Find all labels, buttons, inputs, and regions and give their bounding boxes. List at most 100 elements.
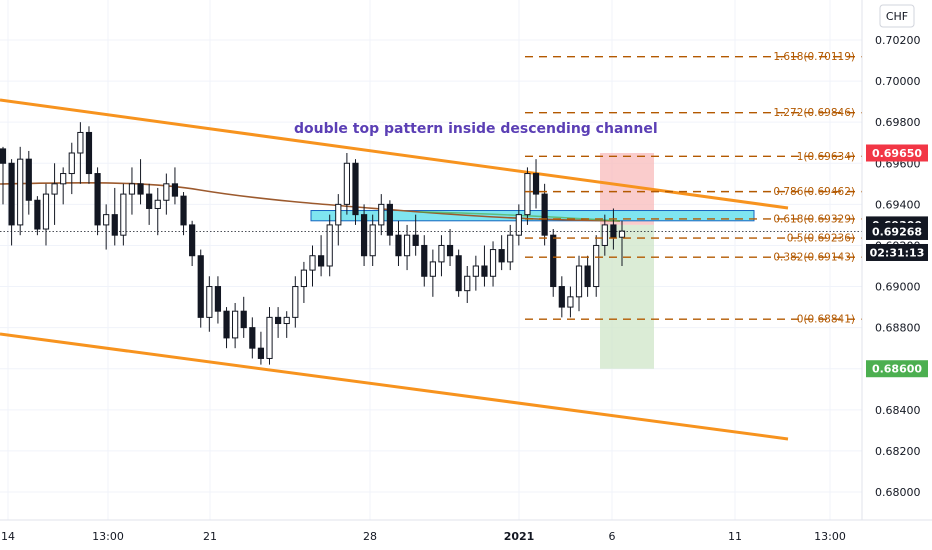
chart-annotation: double top pattern inside descending cha… [294,121,658,137]
candle [77,122,84,184]
candle-body-up [51,183,58,195]
candle [403,224,411,271]
candle-body-up [429,261,436,277]
candle-body-up [68,152,75,175]
candle [575,255,583,312]
candle-body-down [550,234,557,288]
candle-body-up [472,265,479,277]
time-tick-label: 11 [728,530,742,543]
candle [567,286,574,318]
candle-body-down [352,162,359,216]
fib-level-label: 0(0.68841) [797,314,855,326]
time-tick-label: 28 [363,530,377,543]
candle-body-up [593,244,600,288]
candle [300,261,308,303]
candle [326,214,333,277]
price-badge-label: 0.69650 [872,147,922,160]
moving-average-secondary [419,211,621,222]
candle [25,150,32,215]
candles [0,122,626,365]
candle-body-up [42,193,50,230]
candle-body-down [498,249,505,263]
candle [352,159,359,225]
candle [507,224,514,271]
channel-lower-line [0,332,789,441]
candle [137,159,144,205]
candle-body-down [446,244,454,257]
candle [120,183,127,246]
candle [541,183,548,246]
candle [317,235,325,277]
price-tick-label: 0.68200 [875,445,921,458]
fib-level-label: 1(0.69634) [797,151,855,163]
candle-body-up [343,162,350,205]
candle-body-up [103,214,110,226]
candle [197,249,204,328]
countdown-label: 02:31:13 [870,246,925,259]
candle [206,276,213,332]
time-tick-label: 13:00 [814,530,846,543]
price-tick-label: 0.68000 [875,486,921,499]
candle [42,183,50,246]
candle-body-down [257,347,265,359]
candle-body-down [558,286,565,308]
countdown-badge [866,243,928,261]
candle-body-down [249,327,256,349]
candle-body-up [507,234,514,263]
candle-body-up [489,249,497,277]
candle-body-down [85,131,93,175]
candle [60,167,67,205]
candle-body-up [17,158,24,226]
candle [68,142,75,195]
candle [386,200,393,246]
candle [395,220,402,266]
candle-body-up [378,203,385,226]
candle [0,146,7,205]
candle [378,194,385,236]
currency-label: CHF [886,10,908,23]
candle-body-down [25,158,32,201]
take-profit-zone [600,224,654,369]
candle [154,187,161,236]
candle [618,220,626,266]
candle-body-up [283,316,290,325]
price-axis-bg [862,0,932,550]
candle [146,183,153,225]
price-tick-label: 0.70200 [875,34,921,47]
candle-body-up [154,199,161,209]
candle [601,214,608,256]
candle-body-down [189,224,196,257]
candle [309,245,316,287]
candle [455,249,462,297]
candle [472,255,479,291]
candle-body-down [386,203,393,236]
candle [532,159,540,209]
candle [85,126,93,184]
candle-body-up [369,224,376,257]
candle [489,241,497,287]
candle [8,159,15,246]
fib-level-label: 0.5(0.69236) [787,233,855,245]
candle [180,192,187,236]
candle-body-up [309,255,316,271]
candle-body-down [214,286,222,312]
candle-body-up [524,173,531,216]
candle [498,235,505,271]
candle-body-up [601,224,608,246]
candle [360,204,368,266]
price-badge-label: 0.69268 [872,225,922,238]
candle [446,229,454,266]
candle [515,204,522,246]
candle [292,276,299,328]
time-tick-label: 21 [203,530,217,543]
candle-body-down [317,255,325,267]
price-tick-label: 0.68800 [875,322,921,335]
candle [128,167,136,215]
candle-body-down [137,183,144,195]
candle-body-down [171,183,179,197]
candle-body-up [128,183,136,195]
candle-body-up [232,310,239,339]
candle [189,220,196,266]
